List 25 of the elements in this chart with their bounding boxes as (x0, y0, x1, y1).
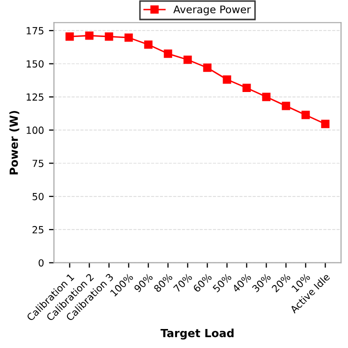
point (282, 102, 290, 110)
y-tick-label: 75 (32, 160, 44, 168)
point (164, 49, 172, 58)
point (262, 92, 270, 102)
legend-label: Average Power (173, 6, 251, 16)
y-axis-title: Power (W) (9, 110, 20, 174)
point (203, 64, 212, 72)
point (144, 40, 152, 49)
y-tick-label: 25 (32, 226, 44, 234)
point (85, 31, 94, 40)
y-tick-label: 150 (26, 60, 44, 68)
point (321, 120, 330, 128)
y-tick-label: 100 (26, 126, 44, 134)
x-axis-title: Target Load (160, 328, 234, 340)
point (104, 32, 114, 41)
y-tick-label: 0 (38, 259, 44, 267)
point (222, 75, 232, 84)
point (66, 32, 74, 41)
y-tick-label: 175 (26, 27, 44, 34)
point (301, 110, 310, 120)
y-tick-label: 125 (26, 93, 44, 101)
point (183, 56, 192, 64)
point (242, 84, 251, 92)
point (124, 33, 133, 42)
y-tick-label: 50 (32, 192, 44, 200)
